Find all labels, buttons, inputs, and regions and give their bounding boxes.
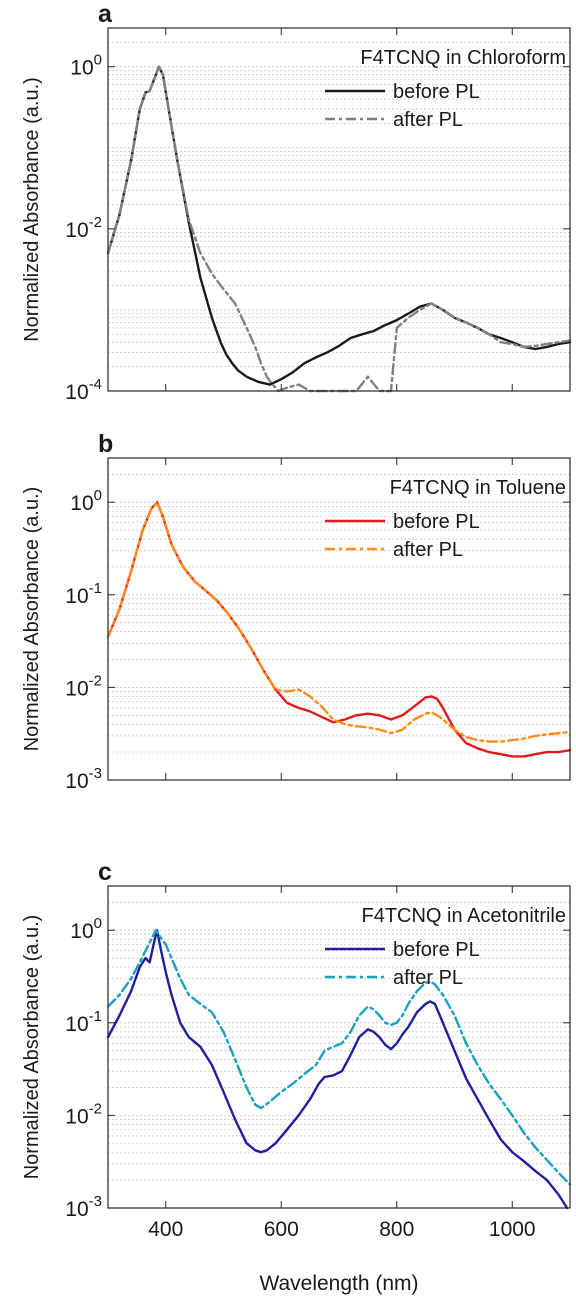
panel-a: 100 10-2 10-4 Normalized Absorbance (a.u.) a… — [21, 0, 572, 404]
axes-frame — [107, 457, 571, 781]
panel-label: b — [98, 430, 113, 458]
y-axis-label: Normalized Absorbance (a.u.) — [21, 77, 43, 342]
y-tick-label: 10-1 — [65, 1008, 102, 1036]
legend-label: before PL — [393, 511, 480, 533]
y-tick-label: 10-3 — [65, 765, 102, 793]
panel-label: c — [98, 858, 112, 886]
y-tick-label: 10-1 — [65, 580, 102, 608]
y-tick-label: 10-2 — [65, 1100, 102, 1128]
panel-label: a — [98, 0, 113, 28]
panel-b: 100 10-1 10-2 10-3 Normalized Absorbance (a.… — [21, 430, 572, 793]
grid — [108, 457, 570, 781]
legend-label: after PL — [393, 539, 463, 561]
y-axis-label: Normalized Absorbance (a.u.) — [21, 487, 43, 752]
series-line-before-pl — [106, 929, 569, 1210]
annotation: F4TCNQ in Toluene — [390, 477, 566, 499]
x-axis-label: Wavelength (nm) — [259, 1272, 418, 1295]
y-tick-label: 100 — [70, 487, 102, 515]
y-tick-label: 100 — [70, 52, 102, 80]
y-axis-label: Normalized Absorbance (a.u.) — [21, 915, 43, 1180]
panel-c: 400 600 800 1000 100 10-1 10-2 10-3 Normalized A… — [21, 858, 572, 1241]
axes-frame — [107, 885, 571, 1209]
annotation: F4TCNQ in Acetonitrile — [361, 905, 566, 927]
annotation: F4TCNQ in Chloroform — [360, 47, 566, 69]
legend-label: before PL — [393, 81, 480, 103]
grid — [108, 885, 570, 1209]
x-tick-label: 600 — [264, 1218, 299, 1241]
legend-label: after PL — [393, 967, 463, 989]
y-tick-label: 10-3 — [65, 1193, 102, 1221]
axes-frame — [107, 27, 571, 392]
x-tick-label: 800 — [379, 1218, 414, 1241]
y-tick-label: 10-2 — [65, 214, 102, 242]
x-tick-label: 1000 — [489, 1218, 536, 1241]
series-line-after-pl — [106, 501, 572, 743]
y-tick-label: 100 — [70, 915, 102, 943]
legend-label: after PL — [393, 109, 463, 131]
series-line-before-pl — [106, 65, 572, 386]
series-line-before-pl — [106, 501, 572, 758]
legend-label: before PL — [393, 939, 480, 961]
series-line-after-pl — [106, 929, 572, 1186]
y-tick-label: 10-4 — [65, 376, 102, 404]
x-tick-label: 400 — [148, 1218, 183, 1241]
series-line-after-pl — [106, 65, 572, 393]
grid — [108, 27, 570, 392]
y-tick-label: 10-2 — [65, 672, 102, 700]
